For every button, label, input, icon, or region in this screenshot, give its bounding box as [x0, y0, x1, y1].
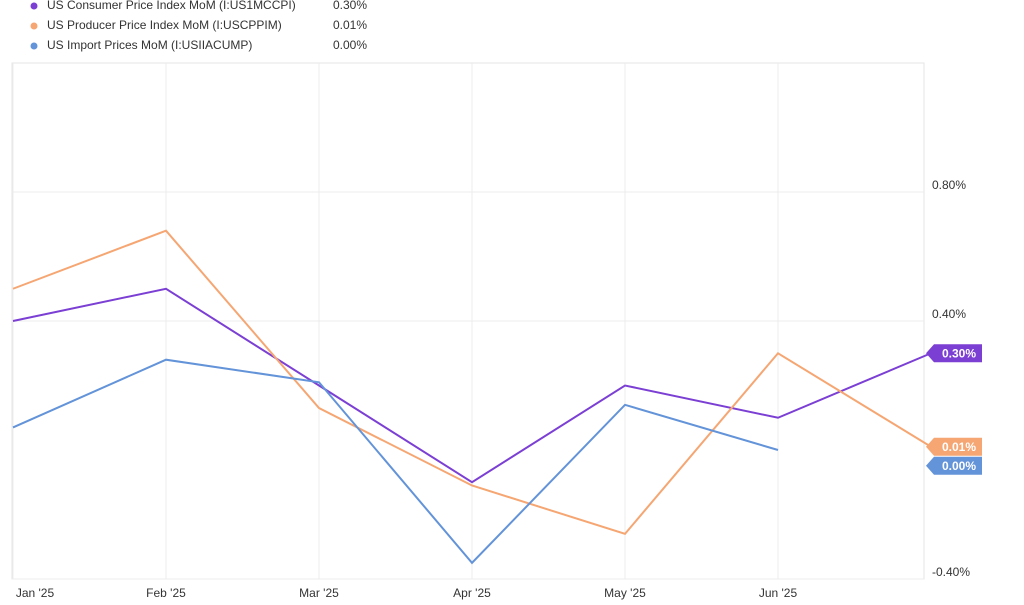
x-tick-label: May '25	[604, 586, 646, 600]
y-tick-label: -0.40%	[932, 565, 970, 579]
series-line	[12, 358, 779, 565]
end-tag-label: 0.01%	[942, 440, 976, 454]
x-tick-label: Apr '25	[453, 586, 491, 600]
legend-label: US Producer Price Index MoM (I:USCPPIM)	[47, 18, 282, 32]
legend-dot	[30, 2, 38, 10]
legend-value: 0.30%	[333, 0, 367, 12]
end-tag	[926, 344, 982, 363]
series-line	[12, 287, 932, 484]
end-tag-label: 0.00%	[942, 459, 976, 473]
legend-value: 0.00%	[333, 38, 367, 52]
legend-value: 0.01%	[333, 18, 367, 32]
y-tick-label: 0.80%	[932, 178, 966, 192]
x-tick-label: Feb '25	[146, 586, 186, 600]
x-tick-label: Jan '25	[16, 586, 55, 600]
end-tag-label: 0.30%	[942, 346, 976, 360]
x-tick-label: Mar '25	[299, 586, 339, 600]
series-line	[12, 229, 932, 536]
legend-dot	[30, 22, 38, 30]
y-tick-label: 0.40%	[932, 307, 966, 321]
legend-label: US Consumer Price Index MoM (I:US1MCCPI)	[47, 0, 296, 12]
legend-dot	[30, 42, 38, 50]
end-tag	[926, 456, 982, 475]
end-tag	[926, 437, 982, 456]
x-tick-label: Jun '25	[759, 586, 798, 600]
legend-label: US Import Prices MoM (I:USIIACUMP)	[47, 38, 252, 52]
